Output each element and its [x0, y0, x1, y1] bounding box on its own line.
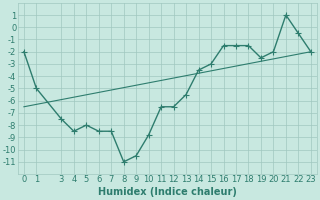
X-axis label: Humidex (Indice chaleur): Humidex (Indice chaleur) [98, 187, 237, 197]
